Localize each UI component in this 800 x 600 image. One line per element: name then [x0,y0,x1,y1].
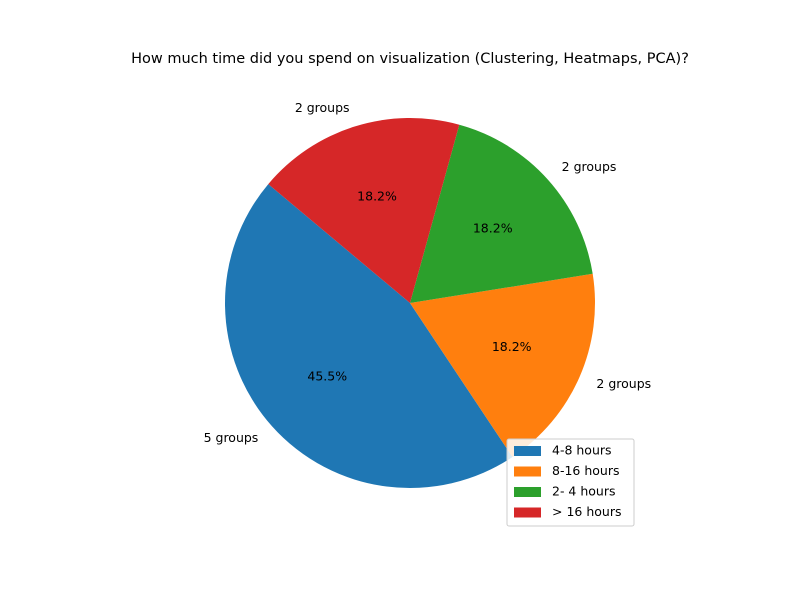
pie-slice [410,273,595,458]
slice-outer-label: 5 groups [204,430,259,445]
slice-percent-label: 45.5% [307,369,347,384]
legend-swatch [514,446,541,456]
pie-slice [268,118,460,304]
pie-slice [224,184,513,489]
slice-percent-labels: 45.5% 18.2% 18.2% 18.2% [307,189,531,384]
legend-label: 4-8 hours [552,443,612,458]
legend-label: 8-16 hours [552,463,620,478]
slice-outer-label: 2 groups [295,100,350,115]
slice-outer-labels: 5 groups 2 groups 2 groups 2 groups [204,100,652,445]
pie-slices [224,118,595,489]
slice-outer-label: 2 groups [596,376,651,391]
chart-title: How much time did you spend on visualiza… [131,51,689,67]
slice-percent-label: 18.2% [473,220,513,235]
legend-label: 2- 4 hours [552,484,616,499]
legend-frame [506,438,635,527]
slice-percent-label: 18.2% [492,339,532,354]
legend-label: > 16 hours [552,504,621,519]
legend: 4-8 hours 8-16 hours 2- 4 hours > 16 hours [506,438,635,527]
pie-slice [410,124,593,303]
legend-swatch [514,507,541,518]
slice-outer-label: 2 groups [562,159,617,174]
legend-swatch [514,487,541,497]
slice-percent-label: 18.2% [357,189,397,204]
legend-swatch [514,466,541,477]
